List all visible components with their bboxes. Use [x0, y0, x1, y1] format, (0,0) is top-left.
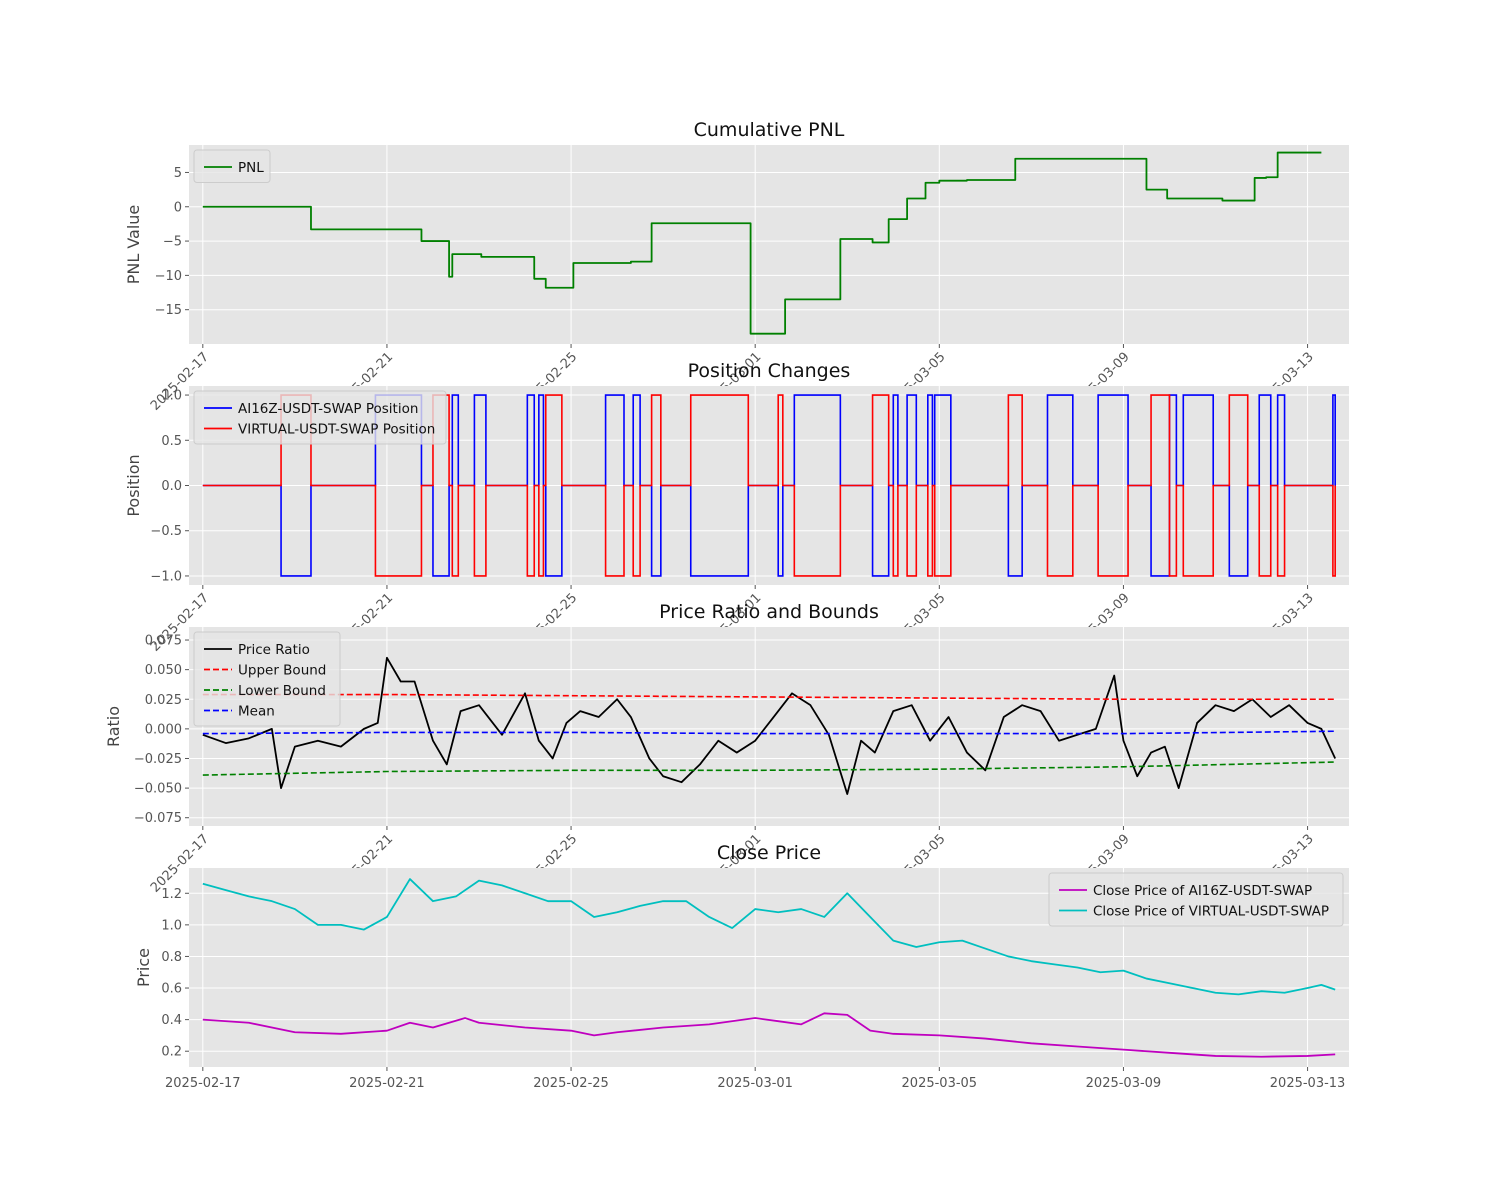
- y-tick-label: 0: [174, 200, 182, 215]
- y-axis-label: Ratio: [104, 706, 123, 747]
- chart-title: Position Changes: [688, 360, 851, 382]
- legend-box: [1048, 872, 1344, 927]
- x-tick-label: 2025-02-17: [165, 1076, 241, 1091]
- y-tick-label: 0.8: [161, 950, 182, 965]
- series-line-virtual: [202, 394, 1336, 577]
- y-tick-label: 0.050: [145, 663, 182, 678]
- x-tick-label: 2025-02-21: [349, 1076, 425, 1091]
- x-tick-label: 2025-03-01: [717, 1076, 793, 1091]
- legend: PNL: [193, 149, 271, 183]
- legend: AI16Z-USDT-SWAP Position VIRTUAL-USDT-SWA…: [193, 390, 447, 445]
- y-tick-label: −10: [155, 269, 182, 284]
- chart-title: Cumulative PNL: [694, 119, 845, 141]
- legend-label: VIRTUAL-USDT-SWAP Position: [238, 422, 435, 438]
- x-tick-label: 2025-02-25: [533, 1076, 609, 1091]
- series-group: [202, 878, 1336, 1058]
- legend-box: [193, 631, 341, 727]
- series-line-2: [202, 761, 1336, 776]
- y-tick-label: −1.0: [150, 569, 182, 584]
- y-tick-label: 5: [174, 166, 182, 181]
- chart-close: 0.2 0.4 0.6 0.8 1.0 1.2 2025-02-17 2025-02-21 20…: [134, 842, 1349, 1091]
- y-tick-label: 1.0: [161, 389, 182, 404]
- y-axis-label: PNL Value: [124, 205, 143, 285]
- plot-area: [189, 145, 1349, 344]
- series-group: [202, 151, 1322, 335]
- series-line-0: [202, 1012, 1336, 1058]
- legend-label: Mean: [238, 704, 275, 720]
- legend: Close Price of AI16Z-USDT-SWAP Close Pric…: [1048, 872, 1344, 927]
- x-tick-label: 2025-03-09: [1086, 1076, 1162, 1091]
- legend-label: AI16Z-USDT-SWAP Position: [238, 401, 418, 417]
- y-tick-label: −15: [155, 303, 182, 318]
- series-line-1: [202, 878, 1336, 996]
- series-line-0: [202, 151, 1322, 335]
- x-tick-label: 2025-03-05: [902, 1076, 978, 1091]
- y-tick-label: 0.025: [145, 693, 182, 708]
- legend-box: [193, 390, 447, 445]
- y-tick-label: 1.0: [161, 918, 182, 933]
- y-tick-label: −0.050: [134, 782, 182, 797]
- legend-label: Close Price of AI16Z-USDT-SWAP: [1093, 883, 1312, 899]
- y-tick-label: 1.2: [161, 887, 182, 902]
- y-tick-label: −0.025: [134, 752, 182, 767]
- chart-title: Close Price: [717, 842, 821, 864]
- legend-label: Upper Bound: [238, 663, 326, 679]
- legend-label: Close Price of VIRTUAL-USDT-SWAP: [1093, 904, 1329, 920]
- legend-label: Price Ratio: [238, 642, 310, 658]
- legend: Price Ratio Upper Bound Lower Bound Mean: [193, 631, 341, 727]
- x-tick-label: 2025-03-13: [1270, 1076, 1346, 1091]
- series-line-3: [202, 730, 1336, 735]
- y-tick-label: 0.000: [145, 722, 182, 737]
- series-line-0: [202, 656, 1337, 795]
- y-tick-label: 0.0: [161, 479, 182, 494]
- legend-label: Lower Bound: [238, 683, 326, 699]
- gridlines: [189, 145, 1349, 344]
- y-tick-label: 0.5: [161, 434, 182, 449]
- legend-label: PNL: [238, 160, 264, 176]
- chart-title: Price Ratio and Bounds: [659, 601, 879, 623]
- series-group: [202, 656, 1337, 795]
- series-line-1: [202, 693, 1336, 701]
- y-tick-label: −0.075: [134, 811, 182, 826]
- y-tick-label: 0.6: [161, 982, 182, 997]
- chart-ratio: −0.075−0.050−0.0250.0000.0250.0500.07520…: [104, 601, 1349, 896]
- y-tick-label: 0.2: [161, 1045, 182, 1060]
- y-axis-label: Position: [124, 454, 143, 516]
- y-axis-label: Price: [134, 948, 153, 987]
- series-group: [202, 394, 1336, 577]
- plot-area: [189, 627, 1349, 826]
- y-tick-label: −5: [163, 235, 182, 250]
- y-tick-label: −0.5: [150, 524, 182, 539]
- y-tick-label: 0.4: [161, 1013, 182, 1028]
- y-tick-label: 0.075: [145, 634, 182, 649]
